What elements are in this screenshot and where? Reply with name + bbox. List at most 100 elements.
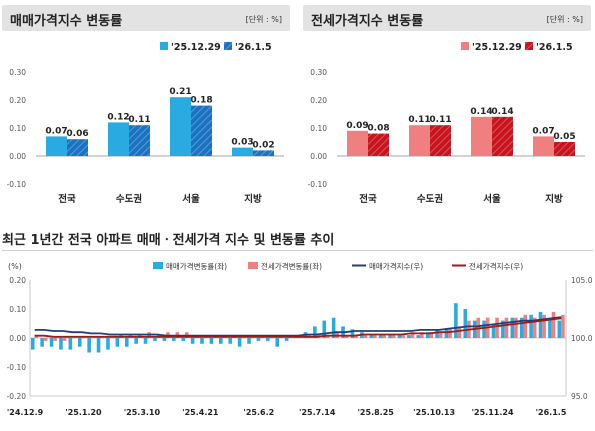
legend-label-3: 전세가격지수(우) <box>469 261 523 271</box>
jeonse-panel-title: 전세가격지수 변동률 <box>311 14 424 29</box>
sale-rate-bar <box>331 317 336 338</box>
sale-rate-bar <box>284 338 289 341</box>
y-tick-label: 0.30 <box>9 68 26 77</box>
trend-chart: (%) 매매가격변동률(좌) 전세가격변동률(좌) 매매가격지수(우) 전세가격지수(우… <box>7 261 593 417</box>
category-label: 전국 <box>58 193 76 205</box>
sale-rate-bar <box>378 335 383 338</box>
jeonse-rate-bar <box>53 338 57 341</box>
sale-rate-bar <box>529 314 533 338</box>
sale-rate-bar <box>407 335 411 338</box>
bar <box>129 125 150 156</box>
y-tick-label: 0.10 <box>9 124 26 133</box>
data-label: 0.11 <box>408 115 430 125</box>
sale-rate-bar <box>482 320 486 338</box>
bar <box>232 147 253 156</box>
sale-rate-bar <box>463 309 468 338</box>
y-tick-label: -0.10 <box>7 180 27 189</box>
bar <box>46 136 67 156</box>
sale-rate-bar <box>313 326 317 338</box>
legend-swatch-1 <box>525 42 533 50</box>
y-left-tick-label: 0.10 <box>9 305 26 314</box>
category-label: 서울 <box>483 193 501 205</box>
bar <box>492 116 513 156</box>
bar <box>554 142 575 156</box>
jeonse-rate-bar <box>448 329 452 338</box>
jeonse-rate-bar <box>62 338 67 341</box>
sale-panel-unit: [단위 : %] <box>245 15 282 24</box>
sale-rate-bar <box>444 329 449 338</box>
y-tick-label: 0.30 <box>310 68 327 77</box>
jeonse-rate-bar <box>354 335 358 338</box>
category-label: 서울 <box>182 193 200 205</box>
jeonse-rate-bar <box>410 332 415 338</box>
data-label: 0.11 <box>429 115 451 125</box>
sale-rate-bar <box>77 338 82 347</box>
sale-rate-bar <box>416 335 421 338</box>
category-label: 지방 <box>545 193 563 205</box>
data-label: 0.21 <box>169 87 191 97</box>
jeonse-rate-bar <box>382 335 387 338</box>
bar <box>533 136 554 156</box>
y-left-tick-label: -0.20 <box>7 392 27 401</box>
sale-rate-bar <box>124 338 129 347</box>
sale-rate-bar <box>275 338 280 347</box>
sale-rate-bar <box>397 335 402 338</box>
sale-panel-title: 매매가격지수 변동률 <box>10 14 123 29</box>
sale-rate-bar <box>219 338 223 344</box>
x-tick-label: '26.1.5 <box>536 408 567 417</box>
x-tick-label: '25.1.20 <box>65 408 102 417</box>
bar <box>347 130 368 156</box>
sale-rate-panel: 매매가격지수 변동률 [단위 : %] '25.12.29 '26.1.5 0.30… <box>2 0 290 210</box>
sale-rate-bar <box>162 338 167 341</box>
jeonse-rate-panel: 전세가격지수 변동률 [단위 : %] '25.12.29 '26.1.5 0.30… <box>303 0 591 210</box>
bar <box>170 97 191 156</box>
sale-rate-bar <box>87 338 91 353</box>
sale-rate-bar <box>519 317 524 338</box>
jeonse-rate-bar <box>504 317 509 338</box>
sale-panel-header: 매매가격지수 변동률 [단위 : %] <box>2 5 290 31</box>
jeonse-rate-chart: '25.12.29 '26.1.5 0.30 0.20 0.10 0.00 -0.10 0.0… <box>308 42 585 205</box>
sale-rate-bar <box>501 320 505 338</box>
sale-rate-bar <box>171 338 176 341</box>
data-label: 0.06 <box>66 129 88 139</box>
jeonse-panel-unit: [단위 : %] <box>546 15 583 24</box>
data-label: 0.14 <box>491 107 513 117</box>
x-tick-label: '25.11.24 <box>472 408 514 417</box>
sale-rate-bar <box>96 338 101 353</box>
y-tick-label: -0.10 <box>308 180 328 189</box>
x-tick-label: '25.10.13 <box>413 408 455 417</box>
data-label: 0.09 <box>346 121 368 131</box>
data-label: 0.03 <box>231 138 253 148</box>
y-tick-label: 0.10 <box>310 124 327 133</box>
bar <box>430 125 451 156</box>
data-label: 0.02 <box>252 140 274 150</box>
data-label: 0.07 <box>532 126 554 136</box>
sale-rate-bar <box>200 338 204 344</box>
legend-label-0: '25.12.29 <box>472 42 522 53</box>
sale-rate-bar <box>425 332 430 338</box>
jeonse-panel-header: 전세가격지수 변동률 [단위 : %] <box>303 5 591 31</box>
sale-rate-bar <box>134 338 138 344</box>
sale-rate-bar <box>237 338 242 347</box>
jeonse-rate-bar <box>532 317 537 338</box>
sale-rate-bar <box>228 338 232 344</box>
sale-rate-bar <box>59 338 63 350</box>
sale-rate-bar <box>557 320 562 338</box>
jeonse-rate-bar <box>373 335 377 338</box>
y-left-tick-label: -0.10 <box>7 363 27 372</box>
jeonse-rate-bar <box>457 326 462 338</box>
legend-swatch-jeonse-rate <box>248 262 258 269</box>
sale-rate-bar <box>491 323 496 338</box>
jeonse-rate-bar <box>429 332 434 338</box>
sale-rate-bar <box>538 311 543 338</box>
legend-swatch-sale-rate <box>153 262 163 269</box>
jeonse-rate-bar <box>438 332 443 338</box>
jeonse-rate-bar <box>391 335 396 338</box>
data-label: 0.11 <box>128 115 150 125</box>
category-label: 수도권 <box>417 193 443 205</box>
legend-label-1: '26.1.5 <box>235 42 272 53</box>
sale-rate-bar <box>350 329 355 338</box>
y-tick-label: 0.00 <box>9 152 26 161</box>
trend-chart-title: 최근 1년간 전국 아파트 매매ㆍ전세가격 지수 및 변동률 추이 <box>2 233 335 248</box>
bar <box>253 150 274 156</box>
